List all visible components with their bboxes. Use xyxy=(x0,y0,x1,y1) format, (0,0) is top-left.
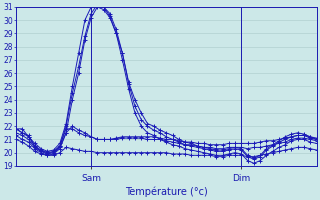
X-axis label: Température (°c): Température (°c) xyxy=(125,186,208,197)
